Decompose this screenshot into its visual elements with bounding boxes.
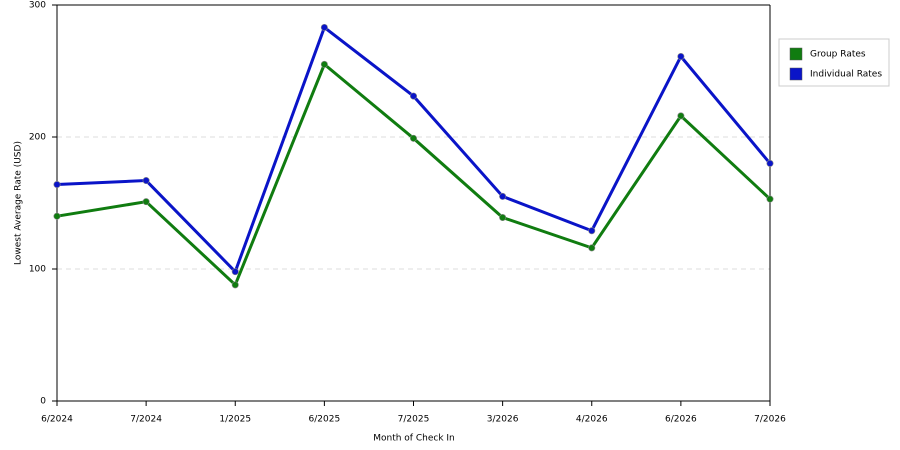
data-point	[499, 192, 507, 200]
data-point	[409, 134, 417, 142]
data-point	[409, 92, 417, 100]
data-point	[231, 281, 239, 289]
data-point	[499, 214, 507, 222]
x-tick-label: 6/2026	[665, 415, 697, 425]
legend-swatch	[789, 67, 803, 81]
data-point	[766, 195, 774, 203]
data-point	[677, 112, 685, 120]
legend-label: Group Rates	[810, 50, 866, 60]
legend-label: Individual Rates	[810, 70, 882, 80]
x-axis-label: Month of Check In	[373, 434, 455, 444]
y-tick-label: 0	[40, 397, 46, 407]
data-point	[588, 227, 596, 235]
data-point	[588, 244, 596, 252]
x-tick-label: 7/2026	[754, 415, 786, 425]
x-tick-label: 7/2024	[130, 415, 162, 425]
data-point	[53, 212, 61, 220]
data-point	[53, 181, 61, 189]
data-point	[677, 52, 685, 60]
x-tick-label: 1/2025	[219, 415, 251, 425]
y-tick-label: 100	[29, 265, 46, 275]
x-tick-label: 7/2025	[398, 415, 430, 425]
data-point	[320, 23, 328, 31]
x-tick-label: 3/2026	[487, 415, 519, 425]
data-point	[231, 268, 239, 276]
data-point	[142, 177, 150, 185]
y-tick-label: 300	[29, 1, 46, 11]
x-tick-label: 4/2026	[576, 415, 608, 425]
legend-swatch	[789, 47, 803, 61]
x-tick-label: 6/2024	[41, 415, 73, 425]
data-point	[320, 60, 328, 68]
y-tick-label: 200	[29, 133, 46, 143]
x-tick-label: 6/2025	[309, 415, 341, 425]
y-axis-label: Lowest Average Rate (USD)	[14, 141, 24, 265]
data-point	[766, 159, 774, 167]
data-point	[142, 198, 150, 206]
